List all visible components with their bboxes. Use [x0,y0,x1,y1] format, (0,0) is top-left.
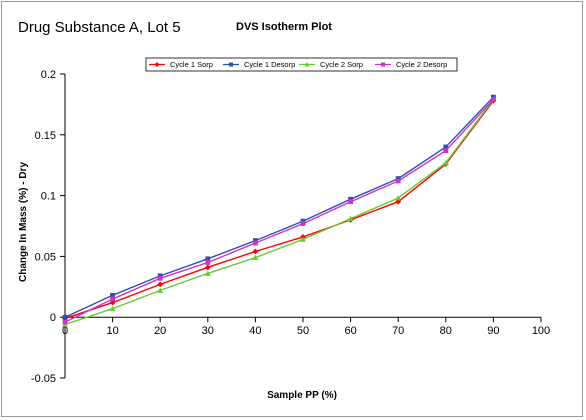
series-line [64,100,494,320]
data-point-triangle [395,195,402,201]
data-point-diamond [157,281,164,288]
legend-label: Cycle 2 Desorp [396,60,447,69]
series-1 [62,97,497,322]
data-point-diamond [204,264,211,271]
series-line [64,99,494,323]
series-line [64,96,494,318]
y-axis-title: Change In Mass (%) - Dry [18,162,29,282]
chart-title: DVS Isotherm Plot [236,21,332,33]
legend-item: Cycle 1 Sorp [149,60,213,69]
data-point-square [348,196,353,202]
data-point-diamond [154,62,160,67]
data-point-square [157,275,163,281]
data-point-square [110,296,115,302]
data-point-square [381,62,385,67]
series-line [64,99,494,326]
data-point-triangle [347,215,354,222]
legend-item: Cycle 2 Desorp [375,60,447,69]
y-tick-label: 0.2 [41,69,56,81]
legend-label: Cycle 1 Desorp [244,60,295,69]
data-point-square [395,176,401,181]
x-axis-title: Sample PP (%) [267,390,337,401]
legend: Cycle 1 Sorp Cycle 1 Desorp Cycle 2 Sorp Cy… [145,57,458,72]
legend-item: Cycle 1 Desorp [223,60,295,69]
data-point-triangle [304,62,310,67]
data-point-triangle [204,270,211,276]
data-point-square [205,256,211,262]
data-point-square [348,199,353,205]
data-point-square [253,240,258,246]
y-tick-label: 0.1 [41,191,56,203]
data-point-square [395,178,401,184]
legend-label: Cycle 2 Sorp [320,60,363,69]
data-point-square [229,62,233,67]
data-point-diamond [252,248,259,255]
data-point-triangle [109,305,116,312]
series-3 [62,96,497,327]
data-point-triangle [157,287,164,293]
data-point-triangle [442,159,449,166]
data-point-square [300,218,306,224]
legend-item: Cycle 2 Sorp [299,60,363,69]
data-point-square [300,221,306,226]
y-tick-label: 0.15 [35,130,56,142]
x-tick-label: 50 [297,325,309,337]
x-tick-label: 0 [62,325,68,337]
x-tick-label: 40 [249,325,261,337]
x-tick-label: 70 [392,325,404,337]
data-point-square [491,97,496,102]
series-layer [62,94,497,327]
x-tick-label: 80 [440,325,452,337]
chart-subtitle: Drug Substance A, Lot 5 [18,19,181,36]
x-tick-label: 90 [487,325,499,337]
y-tick-label: 0.05 [35,251,56,263]
x-tick-label: 30 [202,325,214,337]
data-point-square [62,319,68,325]
data-point-square [157,273,163,279]
x-tick-label: 10 [106,325,118,337]
x-tick-label: 100 [532,325,550,337]
data-point-triangle [252,254,259,261]
series-4 [62,97,496,325]
data-point-square [62,314,68,320]
data-point-square [110,292,115,298]
data-point-square [443,144,449,150]
data-point-triangle [300,236,306,242]
data-point-square [253,238,258,243]
legend-label: Cycle 1 Sorp [170,60,213,69]
axes: -0.05 0 0.05 0.1 0.15 0.2 0 10 20 30 40 50 60 70 80 90 1… [31,69,550,385]
y-tick-label: -0.05 [31,373,56,385]
x-tick-label: 60 [344,325,356,337]
y-tick-label: 0 [50,312,56,324]
series-2 [62,94,496,320]
data-point-square [443,148,449,154]
x-tick-label: 20 [154,325,166,337]
data-point-square [205,260,211,265]
